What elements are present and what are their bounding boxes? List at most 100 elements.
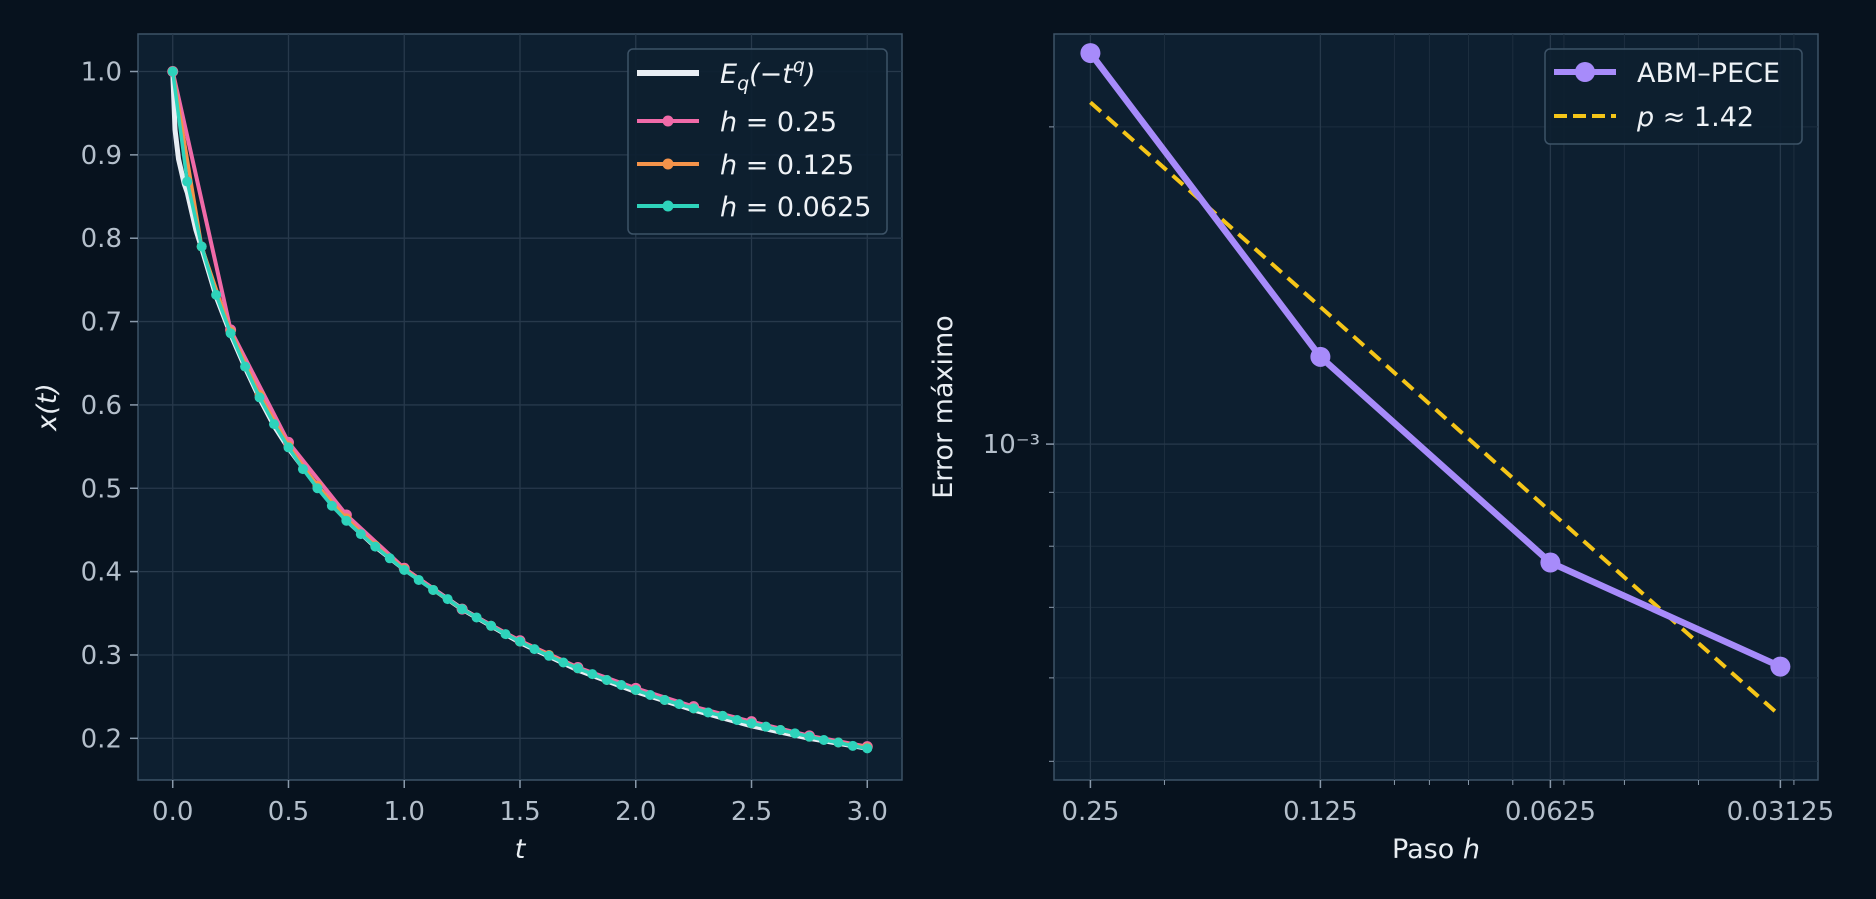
right-y-tick-label: 10⁻³ (983, 430, 1040, 460)
left-y-axis-label: x(t) (32, 383, 63, 432)
right-legend: ABM–PECE p ≈ 1.42 (1544, 48, 1803, 145)
left-series-3-point (269, 419, 280, 430)
left-ticks: 0.0 0.5 1.0 1.5 2.0 2.5 3.0 0.2 0.3 0.4 0.5 0.6 0.7 0… (81, 58, 888, 827)
legend-label-abm: ABM–PECE (1637, 58, 1780, 89)
left-series-3-point (283, 442, 294, 453)
right-series-group (1080, 43, 1791, 718)
left-series-3-point (240, 361, 251, 372)
left-series-3-point (529, 644, 540, 655)
left-x-tick-label: 0.0 (152, 797, 193, 827)
right-ticks: 0.25 0.125 0.0625 0.03125 10⁻³ (983, 126, 1835, 827)
left-series-3-point (760, 721, 771, 732)
left-x-tick-label: 2.0 (615, 797, 656, 827)
left-series-3-point (326, 500, 337, 511)
left-y-tick-label: 0.4 (81, 558, 122, 588)
left-series-3-point (703, 707, 714, 718)
right-abm-point (1310, 346, 1331, 367)
left-series-3-point (659, 694, 670, 705)
right-x-tick-label: 0.125 (1283, 797, 1357, 827)
left-y-tick-label: 0.3 (81, 641, 122, 671)
left-series-3-point (471, 612, 482, 623)
left-series-3-point (428, 584, 439, 595)
left-legend: Eq(−tq) h = 0.25 h = 0.125 h = 0.0625 (627, 48, 888, 235)
legend-marker-abm (1575, 62, 1595, 82)
legend-label-h025: h = 0.25 (720, 107, 837, 138)
legend-label-h0125: h = 0.125 (720, 150, 854, 181)
left-series-3-point (167, 66, 178, 77)
left-series-3-point (818, 734, 829, 745)
left-series-3-point (312, 483, 323, 494)
right-x-tick-label: 0.25 (1061, 797, 1119, 827)
left-y-tick-label: 0.7 (81, 308, 122, 338)
left-series-3-point (225, 328, 236, 339)
left-series-3-point (775, 724, 786, 735)
left-series-3-point (572, 663, 583, 674)
right-x-axis-label: Paso h (1392, 834, 1480, 865)
left-series-3-point (413, 574, 424, 585)
legend-marker-h025 (662, 115, 674, 127)
right-abm-point (1540, 552, 1561, 573)
left-series-3-point (674, 699, 685, 710)
left-series-3-point (515, 636, 525, 647)
left-series-3-point (543, 650, 554, 661)
legend-label-fit: p ≈ 1.42 (1636, 102, 1754, 133)
left-series-3-point (370, 541, 381, 552)
left-chart-panel: 0.0 0.5 1.0 1.5 2.0 2.5 3.0 0.2 0.3 0.4 0.5 0.6 0.7 0… (32, 33, 903, 865)
left-series-3-point (384, 553, 395, 564)
right-y-axis-label: Error máximo (928, 315, 959, 499)
left-series-3-point (442, 594, 453, 605)
left-series-3-point (182, 176, 193, 187)
legend-marker-h0125 (662, 158, 674, 170)
left-series-3-point (688, 703, 699, 714)
left-series-3-point (211, 289, 222, 300)
right-x-tick-label: 0.03125 (1727, 797, 1835, 827)
left-series-3-point (732, 714, 743, 725)
right-grid (1054, 34, 1818, 780)
left-series-3-point (254, 392, 265, 403)
left-series-3-point (341, 515, 352, 526)
left-x-tick-label: 1.0 (384, 797, 425, 827)
left-series-3-point (558, 657, 569, 668)
left-series-3-point (196, 241, 207, 252)
left-x-tick-label: 1.5 (499, 797, 540, 827)
left-series-3-point (645, 689, 656, 700)
left-series-3-point (789, 728, 800, 739)
left-series-group (167, 66, 873, 754)
left-series-3-point (804, 731, 815, 742)
left-series-3-point (717, 710, 728, 721)
left-y-tick-label: 0.8 (81, 224, 122, 254)
left-series-3-point (630, 684, 641, 695)
left-y-tick-label: 0.5 (81, 474, 122, 504)
left-series-3-point (833, 737, 844, 748)
right-chart-panel: 0.25 0.125 0.0625 0.03125 10⁻³ Paso h Error … (928, 33, 1835, 865)
left-x-tick-label: 2.5 (731, 797, 772, 827)
right-x-tick-label: 0.0625 (1505, 797, 1596, 827)
left-series-3-point (457, 604, 468, 615)
right-abm-point (1080, 43, 1101, 64)
left-series-3-point (500, 629, 511, 640)
right-abm-line (1087, 49, 1784, 670)
left-series-3-point (399, 564, 410, 575)
left-series-3-point (355, 529, 366, 540)
left-x-tick-label: 0.5 (268, 797, 309, 827)
left-y-tick-label: 0.9 (81, 141, 122, 171)
left-series-3-point (746, 718, 757, 729)
left-series-3-point (862, 743, 873, 754)
left-series-3-point (587, 669, 598, 680)
left-series-3-point (297, 464, 308, 475)
left-y-tick-label: 0.6 (81, 391, 122, 421)
legend-label-h00625: h = 0.0625 (720, 192, 871, 223)
left-grid (138, 34, 902, 780)
left-series-3-point (847, 740, 858, 751)
left-x-tick-label: 3.0 (847, 797, 888, 827)
right-plot-area (1053, 33, 1819, 781)
left-y-tick-label: 1.0 (81, 58, 122, 88)
left-series-3-point (616, 679, 627, 690)
left-x-axis-label: t (515, 834, 527, 865)
legend-marker-h00625 (662, 200, 674, 212)
left-legend-box (627, 48, 888, 235)
left-series-3-point (601, 674, 612, 685)
left-series-3-point (486, 620, 497, 631)
right-abm-point (1770, 656, 1791, 677)
